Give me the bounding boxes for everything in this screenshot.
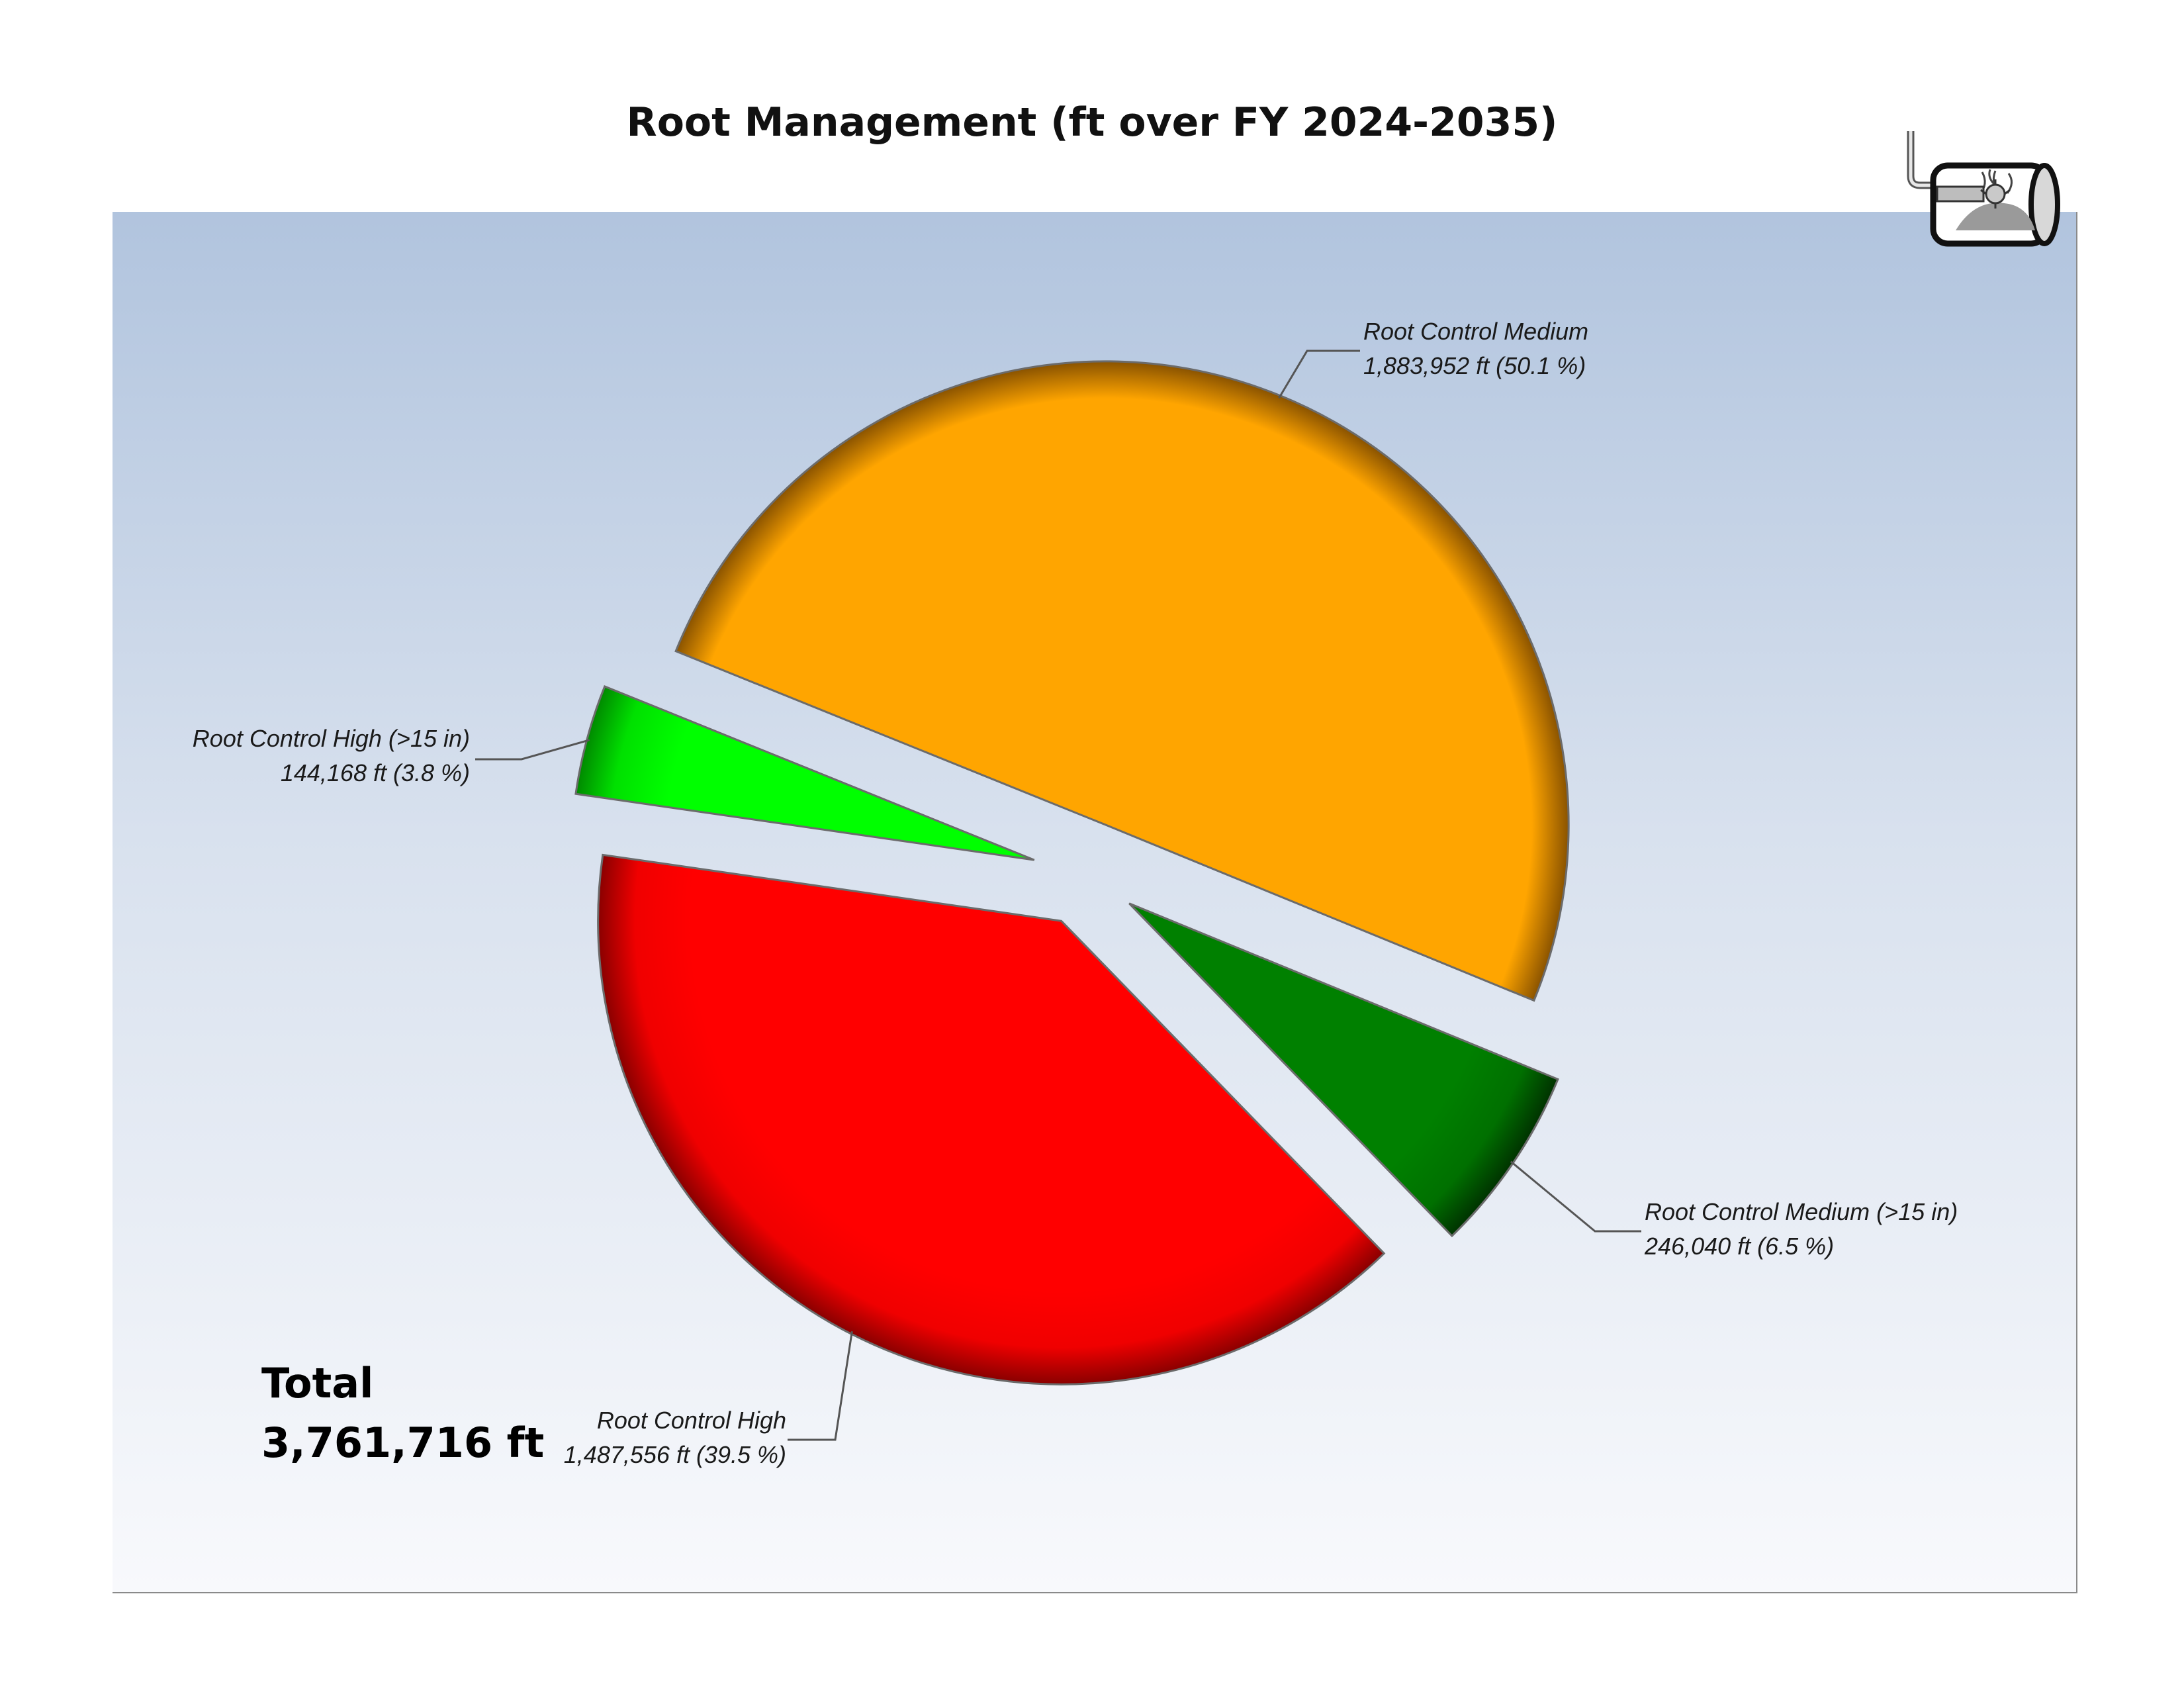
total-summary: Total 3,761,716 ft [261, 1354, 544, 1473]
total-label: Total [261, 1359, 374, 1407]
leader-line [788, 1331, 853, 1441]
chart-title: Root Management (ft over FY 2024-2035) [626, 99, 1558, 146]
slice-value-label: 1,883,952 ft (50.1 %) [1363, 352, 1586, 379]
sewer-pipe-root-cutter-icon [1907, 131, 2060, 247]
callout-root-control-high-15in: Root Control High (>15 in) 144,168 ft (3… [193, 722, 470, 790]
slice-label: Root Control High [596, 1407, 786, 1434]
callout-root-control-medium: Root Control Medium 1,883,952 ft (50.1 %… [1363, 314, 1588, 383]
callout-root-control-high: Root Control High 1,487,556 ft (39.5 %) [564, 1403, 786, 1472]
slice-value-label: 144,168 ft (3.8 %) [280, 759, 470, 786]
slice-label: Root Control Medium (>15 in) [1645, 1198, 1958, 1225]
pie-slice-root-control-high-15-in [574, 684, 1035, 861]
leader-line [475, 739, 590, 761]
slice-label: Root Control High (>15 in) [192, 725, 470, 752]
pie-slice-root-control-high [597, 853, 1386, 1385]
leader-line [1278, 350, 1360, 399]
total-value: 3,761,716 ft [261, 1419, 545, 1467]
slice-label: Root Control Medium [1363, 318, 1589, 345]
slice-value-label: 1,487,556 ft (39.5 %) [563, 1441, 786, 1468]
slice-value-label: 246,040 ft (6.5 %) [1645, 1233, 1835, 1260]
callout-root-control-medium-15in: Root Control Medium (>15 in) 246,040 ft … [1645, 1195, 1958, 1264]
leader-line [1510, 1160, 1641, 1233]
